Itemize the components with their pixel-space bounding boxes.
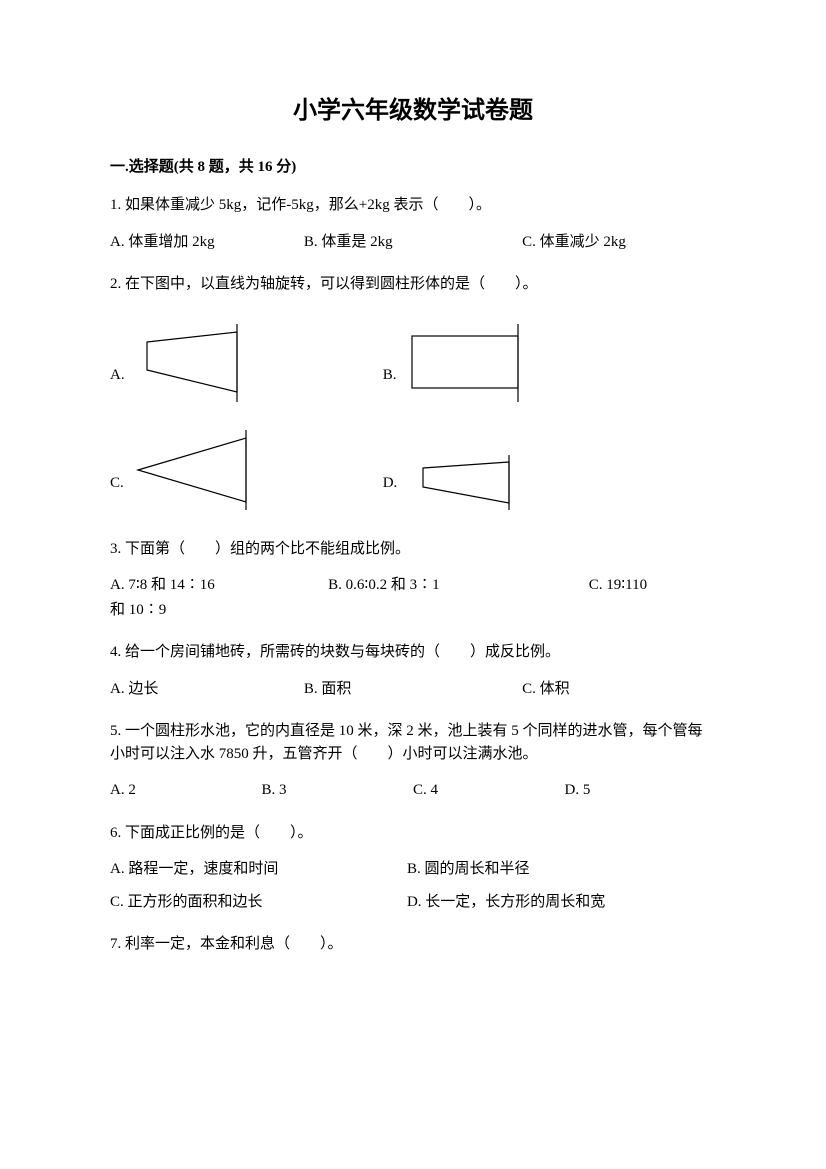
q6-text: 6. 下面成正比例的是（ ）。 — [110, 822, 716, 845]
q3-text: 3. 下面第（ ）组的两个比不能组成比例。 — [110, 538, 716, 561]
q3-option-b: B. 0.6∶0.2 和 3∶1 — [328, 574, 589, 597]
q6-option-a: A. 路程一定，速度和时间 — [110, 858, 407, 881]
q1-text: 1. 如果体重减少 5kg，记作-5kg，那么+2kg 表示（ ）。 — [110, 194, 716, 217]
q6-option-c: C. 正方形的面积和边长 — [110, 891, 407, 914]
q1-options: A. 体重增加 2kg B. 体重是 2kg C. 体重减少 2kg — [110, 231, 716, 254]
q6-options-1: A. 路程一定，速度和时间 B. 圆的周长和半径 — [110, 858, 716, 881]
q3-options: A. 7∶8 和 14∶16 B. 0.6∶0.2 和 3∶1 C. 19∶11… — [110, 574, 716, 597]
trapezoid-icon — [129, 324, 244, 402]
q2-label-a: A. — [110, 364, 125, 387]
section-1-header: 一.选择题(共 8 题，共 16 分) — [110, 155, 716, 176]
q1-option-c: C. 体重减少 2kg — [522, 231, 716, 254]
q5-options: A. 2 B. 3 C. 4 D. 5 — [110, 779, 716, 802]
page-title: 小学六年级数学试卷题 — [110, 90, 716, 125]
triangle-icon — [128, 430, 253, 510]
q4-option-b: B. 面积 — [304, 678, 522, 701]
q5-option-c: C. 4 — [413, 779, 565, 802]
q2-label-c: C. — [110, 472, 124, 495]
q5-option-d: D. 5 — [565, 779, 717, 802]
q4-option-a: A. 边长 — [110, 678, 304, 701]
q2-figure-d: D. — [383, 455, 517, 510]
q2-figures-row-2: C. D. — [110, 430, 716, 510]
q6-options-2: C. 正方形的面积和边长 D. 长一定，长方形的周长和宽 — [110, 891, 716, 914]
question-1: 1. 如果体重减少 5kg，记作-5kg，那么+2kg 表示（ ）。 A. 体重… — [110, 194, 716, 253]
q6-option-b: B. 圆的周长和半径 — [407, 858, 716, 881]
q6-option-d: D. 长一定，长方形的周长和宽 — [407, 891, 716, 914]
q4-options: A. 边长 B. 面积 C. 体积 — [110, 678, 716, 701]
question-6: 6. 下面成正比例的是（ ）。 A. 路程一定，速度和时间 B. 圆的周长和半径… — [110, 822, 716, 914]
rectangle-icon — [400, 324, 525, 402]
q3-option-c: C. 19∶110 — [589, 574, 716, 597]
q2-label-b: B. — [383, 364, 397, 387]
q2-figure-c: C. — [110, 430, 383, 510]
q3-option-a: A. 7∶8 和 14∶16 — [110, 574, 328, 597]
question-3: 3. 下面第（ ）组的两个比不能组成比例。 A. 7∶8 和 14∶16 B. … — [110, 538, 716, 622]
q2-text: 2. 在下图中，以直线为轴旋转，可以得到圆柱形体的是（ ）。 — [110, 273, 716, 296]
q2-label-d: D. — [383, 472, 398, 495]
q3-continuation: 和 10∶9 — [110, 599, 716, 622]
q5-option-b: B. 3 — [262, 779, 414, 802]
q2-figures-row-1: A. B. — [110, 324, 716, 402]
q5-text: 5. 一个圆柱形水池，它的内直径是 10 米，深 2 米，池上装有 5 个同样的… — [110, 720, 716, 765]
question-2: 2. 在下图中，以直线为轴旋转，可以得到圆柱形体的是（ ）。 A. B. C. — [110, 273, 716, 510]
q4-option-c: C. 体积 — [522, 678, 716, 701]
q2-figure-b: B. — [383, 324, 526, 402]
q2-figure-a: A. — [110, 324, 383, 402]
question-4: 4. 给一个房间铺地砖，所需砖的块数与每块砖的（ ）成反比例。 A. 边长 B.… — [110, 641, 716, 700]
question-7: 7. 利率一定，本金和利息（ ）。 — [110, 933, 716, 956]
question-5: 5. 一个圆柱形水池，它的内直径是 10 米，深 2 米，池上装有 5 个同样的… — [110, 720, 716, 802]
q1-option-a: A. 体重增加 2kg — [110, 231, 304, 254]
q5-option-a: A. 2 — [110, 779, 262, 802]
q1-option-b: B. 体重是 2kg — [304, 231, 522, 254]
small-trapezoid-icon — [401, 455, 516, 510]
q4-text: 4. 给一个房间铺地砖，所需砖的块数与每块砖的（ ）成反比例。 — [110, 641, 716, 664]
q7-text: 7. 利率一定，本金和利息（ ）。 — [110, 933, 716, 956]
